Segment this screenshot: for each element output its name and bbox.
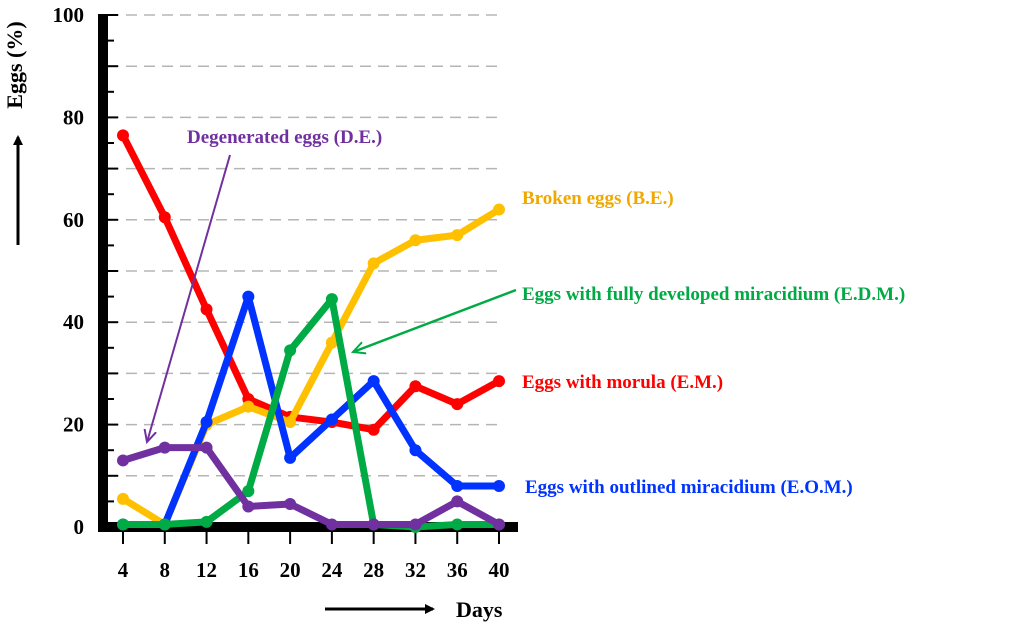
x-tick-label: 20 bbox=[280, 558, 301, 582]
x-tick-label: 36 bbox=[447, 558, 468, 582]
data-point-be bbox=[242, 400, 255, 413]
series-line-de bbox=[119, 444, 503, 528]
data-point-eom bbox=[367, 375, 380, 388]
y-tick-label: 20 bbox=[63, 413, 84, 437]
edm-annotation-arrow bbox=[353, 288, 517, 352]
data-point-eom bbox=[284, 451, 297, 464]
data-point-de bbox=[158, 441, 171, 454]
data-point-de bbox=[284, 497, 297, 510]
data-point-edm bbox=[200, 515, 213, 528]
data-point-be bbox=[451, 229, 464, 242]
data-point-edm bbox=[158, 518, 171, 531]
data-point-eom bbox=[409, 444, 422, 457]
data-point-de bbox=[200, 441, 213, 454]
series-line-edm bbox=[119, 295, 503, 531]
series-label-edm: Eggs with fully developed miracidium (E.… bbox=[522, 284, 905, 305]
data-point-em bbox=[367, 423, 380, 436]
x-axis-title: Days bbox=[456, 597, 503, 622]
y-axis-line bbox=[98, 14, 108, 532]
y-tick-label: 100 bbox=[53, 3, 85, 27]
data-point-be bbox=[367, 257, 380, 270]
data-point-de bbox=[117, 454, 129, 467]
data-point-eom bbox=[451, 480, 464, 493]
series-label-em: Eggs with morula (E.M.) bbox=[522, 372, 723, 393]
series-line-eom bbox=[119, 293, 503, 528]
data-point-edm bbox=[284, 344, 297, 357]
x-tick-layer: 4 8 12 16 20 24 28 32 36 40 bbox=[118, 532, 510, 582]
series-line-em bbox=[119, 131, 503, 434]
data-point-edm bbox=[242, 485, 255, 498]
x-tick-label: 12 bbox=[196, 558, 217, 582]
series-label-de: Degenerated eggs (D.E.) bbox=[187, 127, 382, 148]
data-point-em bbox=[493, 375, 505, 388]
data-point-de bbox=[242, 500, 255, 513]
data-point-be bbox=[325, 336, 338, 349]
y-tick-label: 60 bbox=[63, 208, 84, 232]
data-point-em bbox=[200, 303, 213, 316]
data-point-em bbox=[409, 380, 422, 393]
data-point-de bbox=[493, 518, 505, 531]
series-layer bbox=[117, 129, 505, 533]
x-tick-label: 16 bbox=[238, 558, 259, 582]
series-label-eom: Eggs with outlined miracidium (E.O.M.) bbox=[525, 477, 853, 498]
series-label-be: Broken eggs (B.E.) bbox=[522, 188, 674, 209]
data-point-edm bbox=[325, 293, 338, 306]
series-de bbox=[117, 441, 505, 531]
x-tick-label: 8 bbox=[160, 558, 171, 582]
y-tick-label: 40 bbox=[63, 310, 84, 334]
data-point-eom bbox=[325, 413, 338, 426]
data-point-be bbox=[409, 234, 422, 247]
y-tick-layer: 0 20 40 60 80 100 bbox=[53, 3, 118, 539]
data-point-de bbox=[451, 495, 464, 508]
data-point-de bbox=[325, 518, 338, 531]
y-tick-label: 0 bbox=[74, 515, 85, 539]
data-point-be bbox=[493, 203, 505, 216]
data-point-eom bbox=[200, 416, 213, 429]
x-axis-line bbox=[98, 522, 518, 532]
data-point-de bbox=[367, 518, 380, 531]
data-point-be bbox=[284, 416, 297, 429]
data-point-eom bbox=[242, 290, 255, 303]
y-axis-title: Eggs (%) bbox=[2, 21, 27, 108]
y-tick-label: 80 bbox=[63, 105, 84, 129]
x-tick-label: 28 bbox=[363, 558, 384, 582]
x-tick-label: 40 bbox=[489, 558, 510, 582]
x-tick-label: 4 bbox=[118, 558, 129, 582]
de-annotation-arrow bbox=[147, 154, 231, 442]
data-point-edm bbox=[451, 518, 464, 531]
data-point-edm bbox=[117, 518, 129, 531]
data-point-be bbox=[117, 492, 129, 505]
x-tick-label: 24 bbox=[321, 558, 343, 582]
x-tick-label: 32 bbox=[405, 558, 426, 582]
grid-layer bbox=[108, 14, 500, 477]
data-point-em bbox=[117, 129, 129, 142]
data-point-em bbox=[451, 398, 464, 411]
data-point-de bbox=[409, 518, 422, 531]
data-point-em bbox=[158, 211, 171, 224]
data-point-eom bbox=[493, 480, 505, 493]
